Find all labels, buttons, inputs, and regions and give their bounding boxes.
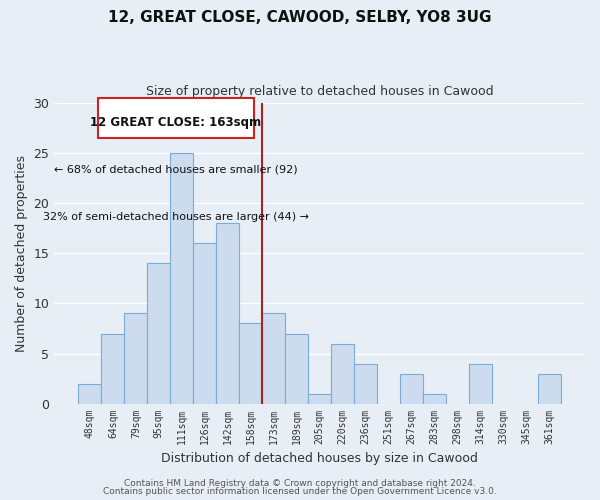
Bar (262, 314, 285, 404)
Bar (239, 324, 262, 404)
Bar (331, 344, 354, 404)
Bar (308, 394, 331, 404)
Bar (469, 364, 492, 404)
Bar (423, 394, 446, 404)
Bar (79, 384, 101, 404)
Bar (538, 374, 561, 404)
Text: ← 68% of detached houses are smaller (92): ← 68% of detached houses are smaller (92… (54, 164, 298, 174)
Text: 32% of semi-detached houses are larger (44) →: 32% of semi-detached houses are larger (… (43, 212, 309, 222)
Bar (148, 264, 170, 404)
Bar (170, 154, 193, 404)
Bar (124, 314, 148, 404)
Text: 12 GREAT CLOSE: 163sqm: 12 GREAT CLOSE: 163sqm (91, 116, 262, 130)
Y-axis label: Number of detached properties: Number of detached properties (15, 155, 28, 352)
Title: Size of property relative to detached houses in Cawood: Size of property relative to detached ho… (146, 85, 493, 98)
Bar (193, 244, 216, 404)
Bar (400, 374, 423, 404)
FancyBboxPatch shape (98, 98, 254, 138)
Bar (216, 224, 239, 404)
X-axis label: Distribution of detached houses by size in Cawood: Distribution of detached houses by size … (161, 452, 478, 465)
Bar (101, 334, 124, 404)
Text: 12, GREAT CLOSE, CAWOOD, SELBY, YO8 3UG: 12, GREAT CLOSE, CAWOOD, SELBY, YO8 3UG (108, 10, 492, 25)
Bar (285, 334, 308, 404)
Text: Contains HM Land Registry data © Crown copyright and database right 2024.: Contains HM Land Registry data © Crown c… (124, 478, 476, 488)
Text: Contains public sector information licensed under the Open Government Licence v3: Contains public sector information licen… (103, 487, 497, 496)
Bar (354, 364, 377, 404)
